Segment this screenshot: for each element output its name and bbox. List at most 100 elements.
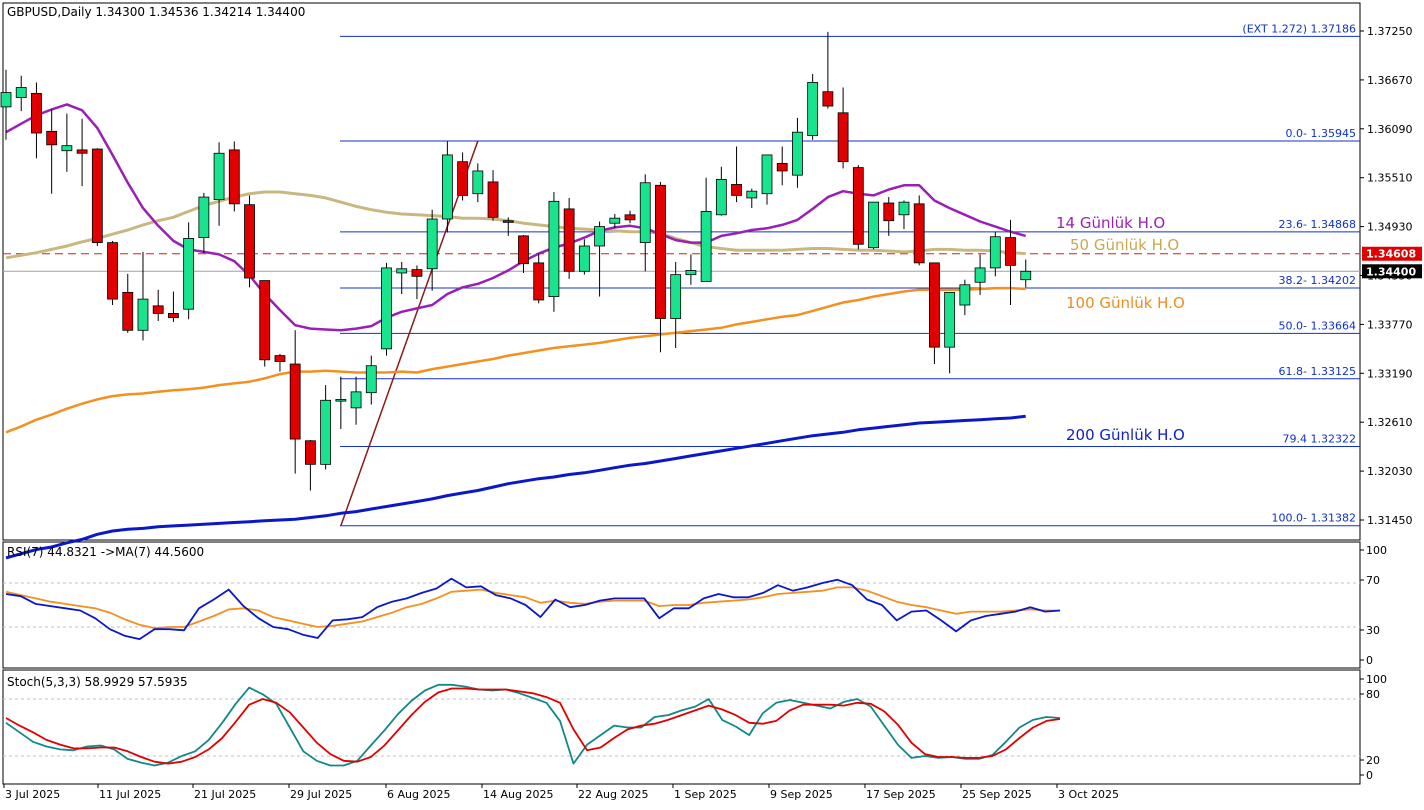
date-tick-label: 1 Sep 2025 <box>674 788 737 801</box>
price-tick-label: 1.36090 <box>1367 123 1413 136</box>
stoch-d-line <box>5 687 1061 765</box>
candle-body <box>335 399 347 402</box>
price-tick-label: 1.32610 <box>1367 416 1413 429</box>
fib-level-label: 23.6- 1.34868 <box>1279 218 1356 231</box>
candle <box>655 181 666 353</box>
candle <box>518 235 529 273</box>
candle-body <box>852 167 864 245</box>
price-tick-label: 1.35510 <box>1367 172 1413 185</box>
candle <box>609 213 621 229</box>
candle <box>670 262 682 349</box>
candle <box>411 265 423 300</box>
date-tick-label: 3 Jul 2025 <box>5 788 60 801</box>
candle-body <box>152 305 164 314</box>
candle <box>761 154 773 205</box>
candle <box>168 291 179 322</box>
rsi-tick-label: 100 <box>1366 544 1387 557</box>
candle <box>274 353 286 372</box>
candle <box>959 279 971 316</box>
candle <box>929 262 940 365</box>
candle <box>31 82 42 159</box>
candle-body <box>472 170 484 195</box>
candle-body <box>91 148 103 244</box>
candle <box>487 170 499 221</box>
candle <box>76 118 88 187</box>
candle <box>335 376 347 429</box>
candle-body <box>441 154 453 220</box>
candle <box>898 200 910 230</box>
price-tick-label: 1.31450 <box>1367 514 1413 527</box>
candle <box>244 195 255 288</box>
candle <box>46 109 58 194</box>
rsi-tick-label: 0 <box>1366 654 1373 667</box>
date-tick-label: 6 Aug 2025 <box>387 788 450 801</box>
price-tick-label: 1.37250 <box>1367 25 1413 38</box>
ma-label: 100 Günlük H.O <box>1066 294 1185 312</box>
candle <box>746 188 758 209</box>
date-tick-label: 22 Aug 2025 <box>578 788 648 801</box>
candle <box>624 210 636 224</box>
candle <box>700 177 712 282</box>
candle-body <box>350 391 362 409</box>
candle <box>563 197 575 279</box>
stoch-k-line <box>5 683 1061 767</box>
fib-level-label: 50.0- 1.33664 <box>1279 319 1356 332</box>
candle-body <box>624 214 636 221</box>
candle-body <box>320 399 332 465</box>
candle <box>974 254 986 295</box>
candle-body <box>898 201 910 216</box>
candle-body <box>46 130 58 146</box>
fib-level-label: 61.8- 1.33125 <box>1279 365 1356 378</box>
candle-body <box>731 184 742 196</box>
candle-body <box>487 181 499 218</box>
candle-body <box>974 267 986 283</box>
candle <box>107 240 118 306</box>
candle <box>944 291 956 374</box>
candle <box>792 117 803 188</box>
candle-body <box>989 236 1001 269</box>
candle <box>304 439 316 491</box>
candle-body <box>228 149 240 205</box>
candle <box>533 253 545 304</box>
candle-body <box>1005 237 1016 266</box>
candle-body <box>365 365 377 394</box>
stoch-tick-label: 20 <box>1366 754 1380 767</box>
candle-body <box>776 162 788 172</box>
ma-label: 200 Günlük H.O <box>1066 426 1185 444</box>
candle-body <box>183 238 195 310</box>
candle <box>289 330 301 474</box>
candle-body <box>274 355 286 362</box>
candle-body <box>792 131 803 176</box>
ma-label: 50 Günlük H.O <box>1070 236 1179 254</box>
candle <box>715 166 727 216</box>
candle <box>639 174 651 272</box>
candle <box>578 239 590 275</box>
candle <box>137 251 149 341</box>
candle-body <box>929 262 940 348</box>
candle <box>502 217 514 236</box>
candle <box>472 163 484 203</box>
fib-level-label: 38.2- 1.34202 <box>1279 274 1356 287</box>
candle <box>457 152 469 201</box>
candle <box>91 148 103 246</box>
candle <box>441 141 453 233</box>
date-tick-label: 14 Aug 2025 <box>483 788 553 801</box>
candle-body <box>457 161 469 196</box>
candle <box>807 73 819 140</box>
price-tick-label: 1.34930 <box>1367 221 1413 234</box>
candle-body <box>913 203 925 264</box>
candle-body <box>426 218 438 270</box>
candle <box>913 195 925 266</box>
fib-level-label: (EXT 1.272) 1.37186 <box>1242 22 1356 35</box>
candle <box>548 192 560 312</box>
ma50-line <box>5 190 1026 260</box>
candle <box>989 231 1001 277</box>
candle <box>837 87 849 169</box>
candle-body <box>746 190 758 199</box>
candle-body <box>533 262 545 301</box>
candle-body <box>244 204 255 279</box>
price-tag-current: 1.34400 <box>1366 265 1416 278</box>
candle <box>731 146 742 203</box>
candle-body <box>31 92 42 134</box>
